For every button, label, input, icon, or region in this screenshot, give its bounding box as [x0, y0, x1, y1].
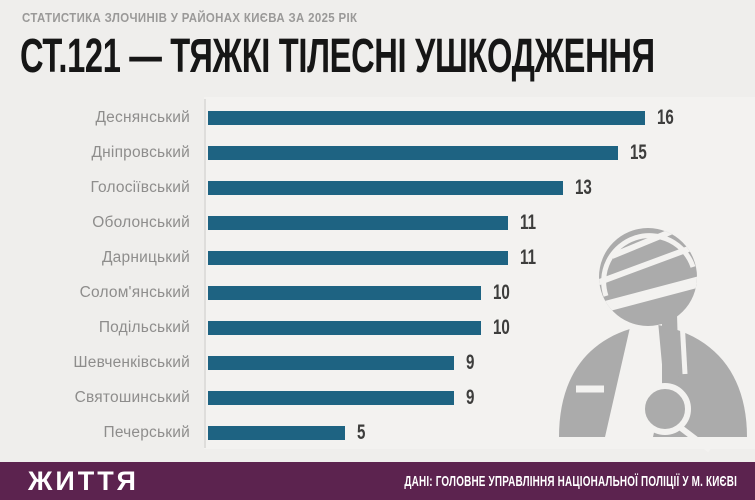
value-label: 13: [575, 175, 592, 199]
bar: [208, 110, 645, 125]
value-label: 11: [520, 210, 536, 234]
injured-person-icon: [559, 228, 747, 453]
chart-row: Подільський 10: [0, 310, 755, 345]
kicker-text: СТАТИСТИКА ЗЛОЧИНІВ У РАЙОНАХ КИЄВА ЗА 2…: [22, 10, 358, 25]
bar: [208, 180, 563, 195]
footer-bar: ЖИТТЯ ДАНІ: ГОЛОВНЕ УПРАВЛІННЯ НАЦІОНАЛЬ…: [0, 462, 755, 500]
axis-line: [204, 99, 206, 448]
value-label: 5: [357, 420, 366, 444]
value-label: 9: [466, 350, 475, 374]
bar: [208, 145, 618, 160]
brand-logo: ЖИТТЯ: [28, 465, 139, 496]
category-label: Печерський: [103, 423, 190, 441]
value-label: 15: [630, 140, 647, 164]
chart-row: Печерський 5: [0, 415, 755, 450]
value-label: 16: [657, 105, 674, 129]
chart-row: Шевченківський 9: [0, 345, 755, 380]
bar: [208, 250, 508, 265]
category-label: Деснянський: [95, 108, 190, 126]
bar: [208, 355, 454, 370]
category-label: Дарницький: [101, 248, 190, 266]
category-label: Голосіївський: [90, 178, 190, 196]
value-label: 9: [466, 385, 475, 409]
category-label: Солом'янський: [79, 283, 190, 301]
category-label: Оболонський: [92, 213, 190, 231]
bar: [208, 285, 481, 300]
value-label: 11: [520, 245, 536, 269]
chart-row: Дніпровський 15: [0, 135, 755, 170]
chart-row: Оболонський 11: [0, 205, 755, 240]
chart-row: Святошинський 9: [0, 380, 755, 415]
category-label: Дніпровський: [91, 143, 190, 161]
bar-chart: Деснянський 16 Дніпровський 15 Голосіївський…: [0, 100, 755, 450]
chart-row: Деснянський 16: [0, 100, 755, 135]
value-label: 10: [493, 315, 510, 339]
value-label: 10: [493, 280, 510, 304]
bar: [208, 215, 508, 230]
chart-row: Голосіївський 13: [0, 170, 755, 205]
bar: [208, 390, 454, 405]
category-label: Шевченківський: [73, 353, 190, 371]
page-title: СТ.121 — ТЯЖКІ ТІЛЕСНІ УШКОДЖЕННЯ: [20, 30, 655, 83]
bar: [208, 425, 345, 440]
bar: [208, 320, 481, 335]
chart-row: Солом'янський 10: [0, 275, 755, 310]
chart-row: Дарницький 11: [0, 240, 755, 275]
category-label: Подільський: [98, 318, 190, 336]
category-label: Святошинський: [74, 388, 190, 406]
data-source-text: ДАНІ: ГОЛОВНЕ УПРАВЛІННЯ НАЦІОНАЛЬНОЇ ПО…: [404, 472, 737, 490]
